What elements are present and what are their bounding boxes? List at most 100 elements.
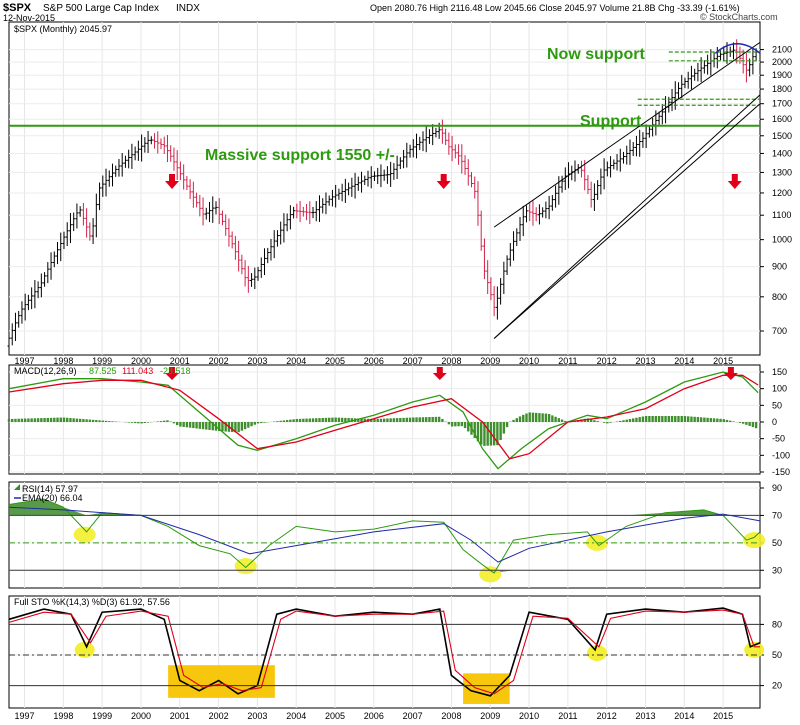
macd-histogram-bar-216 [706,417,709,422]
macd-histogram-bar-146 [480,422,483,445]
macd-histogram-bar-71 [237,422,240,433]
macd-histogram-bar-79 [263,422,266,423]
macd-histogram-bar-15 [56,417,59,422]
macd-histogram-bar-0 [7,419,11,422]
panel3-ytick-label-50: 50 [772,650,782,660]
header-exchange: INDX [176,3,200,14]
macd-histogram-bar-48 [163,420,166,422]
macd-histogram-bar-122 [402,417,405,422]
macd-histogram-bar-75 [250,422,253,427]
panel0-ytick-label-2100: 2100 [772,45,792,55]
macd-histogram-bar-78 [260,422,263,424]
macd-histogram-bar-1 [11,418,14,422]
macd-histogram-bar-194 [635,417,638,422]
panel0-ytick-label-1400: 1400 [772,148,792,158]
support-annotation: Support [580,113,642,130]
macd-histogram-bar-99 [327,417,331,422]
macd-histogram-bar-179 [586,418,590,422]
macd-histogram-bar-62 [208,422,211,430]
macd-histogram-bar-162 [531,412,535,422]
macd-histogram-bar-131 [431,416,434,422]
rsi-highlight-circle-0 [73,526,96,543]
rsi-panel-frame [8,481,761,589]
rsi-highlight-circle-2 [479,566,502,583]
macd-histogram-bar-204 [667,416,670,422]
macd-histogram-bar-230 [751,422,755,428]
panel2-ytick-label-30: 30 [772,565,782,575]
price-x-label-1997: 1997 [15,356,35,366]
stochastic-x-label-2002: 2002 [209,711,229,721]
macd-histogram-bar-52 [175,422,179,426]
macd-histogram-bar-154 [505,422,509,428]
macd-histogram-bar-2 [14,418,17,422]
macd-histogram-bar-197 [644,416,648,422]
macd-histogram-bar-27 [95,420,98,422]
macd-histogram-bar-227 [741,422,745,424]
macd-histogram-bar-196 [641,416,645,422]
panel0-ytick-label-1300: 1300 [772,167,792,177]
macd-histogram-bar-150 [492,422,496,446]
price-x-label-2015: 2015 [713,356,733,366]
macd-histogram-bar-206 [674,416,677,422]
macd-histogram-bar-195 [638,417,641,422]
macd-histogram-bar-188 [615,421,619,422]
macd-histogram-bar-14 [53,417,56,422]
header-symbol: $SPX [3,2,32,14]
price-red-arrow-0 [165,174,180,189]
macd-histogram-bar-215 [703,417,706,422]
macd-histogram-bar-169 [554,416,557,422]
macd-histogram-bar-117 [386,418,389,422]
macd-histogram-bar-108 [357,418,360,422]
price-x-label-2007: 2007 [403,356,423,366]
stochastic-x-label-2008: 2008 [441,711,461,721]
rsi-series-line-ema [8,506,761,563]
macd-histogram-bar-77 [256,422,260,424]
macd-histogram-bar-4 [20,418,24,422]
macd-histogram-bar-88 [292,419,295,422]
macd-histogram-bar-190 [622,420,625,422]
macd-histogram-bar-168 [551,415,554,422]
macd-histogram-bar-202 [661,416,664,422]
macd-histogram-bar-46 [156,421,159,422]
macd-histogram-bar-220 [719,418,722,422]
price-x-label-2008: 2008 [441,356,461,366]
panel0-ytick-label-1200: 1200 [772,188,792,198]
macd-histogram-bar-200 [654,416,658,422]
panel0-ytick-label-1700: 1700 [772,99,792,109]
macd-histogram-bar-38 [130,422,134,423]
macd-histogram-bar-191 [625,419,628,422]
macd-histogram-bar-74 [247,422,250,428]
price-x-label-2000: 2000 [131,356,151,366]
header-date: 12-Nov-2015 [3,13,55,23]
price-x-label-2002: 2002 [209,356,229,366]
macd-histogram-bar-161 [528,412,531,422]
macd-histogram-bar-104 [344,417,347,422]
macd-histogram-bar-158 [518,416,522,422]
price-x-label-2001: 2001 [170,356,190,366]
macd-histogram-bar-83 [276,421,279,422]
macd-histogram-bar-13 [49,417,53,422]
macd-histogram-bar-95 [315,418,318,422]
stochastic-series-line-k [8,607,761,697]
macd-histogram-bar-55 [185,422,189,428]
macd-histogram-bar-180 [589,419,593,422]
macd-histogram-bar-125 [412,417,415,422]
macd-histogram-bar-127 [418,417,421,422]
stochastic-x-label-2013: 2013 [635,711,655,721]
macd-histogram-bar-61 [205,422,208,430]
macd-histogram-bar-101 [334,417,337,422]
macd-histogram-bar-120 [395,418,399,422]
macd-histogram-bar-102 [337,417,341,422]
price-panel-title: $SPX (Monthly) 2045.97 [14,24,112,34]
macd-histogram-bar-221 [722,419,725,422]
macd-histogram-bar-159 [522,414,525,422]
macd-value: 87.525 [89,366,117,376]
panel1-ytick-label--100: -100 [772,450,790,460]
macd-histogram-bar-148 [486,422,489,446]
macd-histogram-bar-63 [211,422,214,431]
macd-histogram-bar-73 [243,422,247,430]
macd-histogram-bar-93 [308,418,311,422]
macd-histogram-bar-170 [557,418,561,422]
macd-histogram-bar-218 [712,418,716,422]
stochastic-x-label-2005: 2005 [325,711,345,721]
